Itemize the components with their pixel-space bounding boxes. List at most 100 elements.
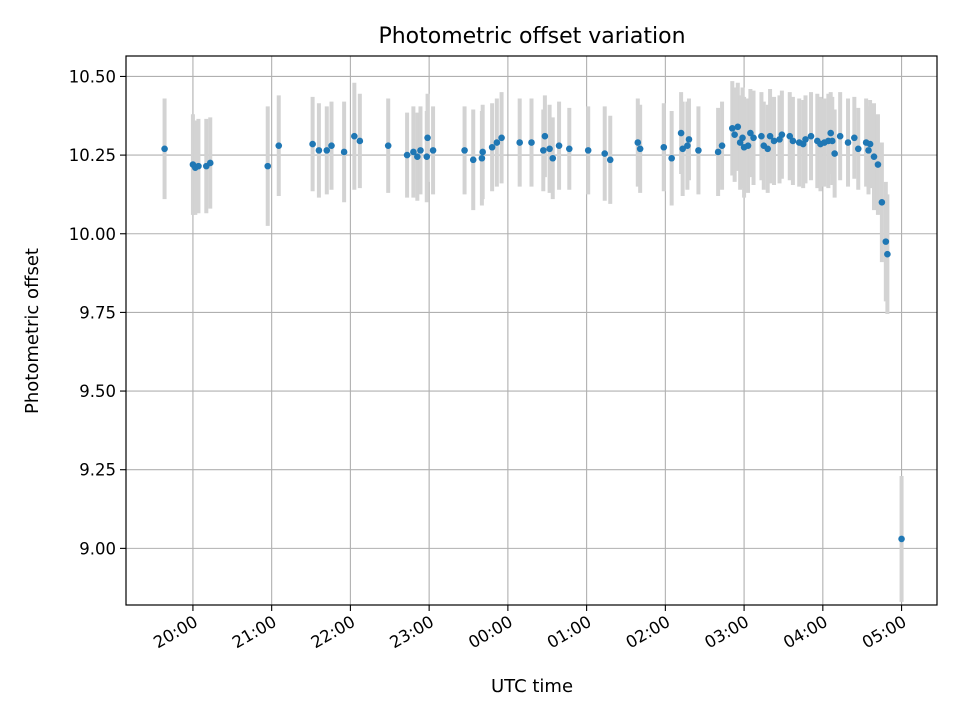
data-point bbox=[528, 139, 535, 146]
data-point bbox=[549, 154, 557, 162]
data-point bbox=[786, 132, 794, 140]
data-point bbox=[634, 139, 642, 146]
data-point bbox=[340, 148, 348, 156]
x-tick-label: 20:00 bbox=[150, 612, 201, 652]
x-tick-label: 05:00 bbox=[859, 612, 910, 652]
data-point bbox=[410, 148, 417, 156]
data-point bbox=[275, 142, 283, 149]
y-tick-label: 10.00 bbox=[69, 225, 116, 244]
data-point bbox=[714, 148, 722, 156]
data-point bbox=[758, 132, 765, 140]
data-point bbox=[546, 145, 553, 153]
data-point bbox=[854, 145, 862, 153]
data-point bbox=[851, 134, 858, 142]
data-point bbox=[684, 142, 691, 149]
data-point bbox=[356, 137, 364, 145]
data-point bbox=[417, 147, 424, 154]
data-point bbox=[584, 147, 592, 154]
plot-frame bbox=[125, 55, 938, 606]
y-tick-label: 10.50 bbox=[69, 67, 116, 86]
data-point bbox=[403, 151, 411, 159]
data-point bbox=[764, 145, 772, 153]
data-point bbox=[195, 162, 202, 170]
data-point bbox=[844, 139, 852, 146]
data-point bbox=[668, 154, 675, 162]
x-tick-label: 21:00 bbox=[229, 612, 280, 652]
data-point bbox=[828, 137, 836, 145]
data-points bbox=[161, 123, 905, 543]
data-point bbox=[636, 145, 644, 153]
x-tick-label: 04:00 bbox=[780, 612, 831, 652]
data-point bbox=[516, 139, 523, 146]
chart-title: Photometric offset variation bbox=[378, 24, 685, 49]
data-point bbox=[870, 153, 878, 160]
data-point bbox=[555, 142, 563, 149]
data-point bbox=[424, 134, 431, 142]
data-point bbox=[606, 156, 614, 164]
y-tick-label: 9.75 bbox=[79, 303, 116, 322]
data-point bbox=[750, 134, 757, 142]
x-tick-label: 22:00 bbox=[308, 612, 359, 652]
data-point bbox=[161, 145, 168, 153]
data-point bbox=[874, 161, 882, 168]
data-point bbox=[827, 129, 835, 137]
data-point bbox=[766, 132, 774, 140]
data-point bbox=[718, 142, 726, 149]
data-point bbox=[685, 136, 693, 143]
data-point bbox=[728, 125, 736, 132]
data-point bbox=[315, 147, 323, 154]
data-point bbox=[778, 131, 786, 138]
y-axis-label: Photometric offset bbox=[22, 248, 43, 414]
x-tick-label: 01:00 bbox=[544, 612, 595, 652]
x-tick-label: 23:00 bbox=[386, 612, 437, 652]
data-point bbox=[541, 132, 549, 140]
data-point bbox=[540, 147, 547, 154]
y-axis: 9.00 9.25 9.50 9.75 10.00 10.25 10.50 bbox=[69, 67, 126, 558]
data-point bbox=[898, 535, 905, 543]
data-point bbox=[478, 154, 486, 162]
x-tick-label: 00:00 bbox=[465, 612, 516, 652]
data-point bbox=[414, 153, 421, 160]
data-point bbox=[493, 139, 501, 146]
error-bars bbox=[162, 81, 904, 602]
data-point bbox=[323, 147, 331, 154]
data-point bbox=[601, 150, 609, 157]
data-point bbox=[770, 137, 778, 145]
data-point bbox=[384, 142, 392, 149]
x-tick-label: 02:00 bbox=[623, 612, 674, 652]
data-point bbox=[461, 147, 468, 154]
data-point bbox=[328, 142, 335, 149]
data-point bbox=[731, 131, 738, 138]
y-tick-label: 9.00 bbox=[79, 539, 116, 558]
y-tick-label: 9.25 bbox=[79, 461, 116, 480]
data-point bbox=[264, 162, 272, 170]
data-point bbox=[679, 145, 686, 153]
data-point bbox=[677, 129, 685, 137]
data-point bbox=[695, 147, 702, 154]
data-point bbox=[734, 123, 742, 131]
data-point bbox=[744, 142, 752, 149]
data-point bbox=[429, 147, 437, 154]
data-point bbox=[309, 140, 316, 148]
data-point bbox=[469, 156, 477, 164]
x-axis: 20:00 21:00 22:00 23:00 00:00 01:00 02:00 03:00… bbox=[150, 605, 910, 652]
data-point bbox=[802, 136, 809, 143]
data-point bbox=[488, 143, 496, 151]
y-tick-label: 9.50 bbox=[79, 382, 116, 401]
data-point bbox=[498, 134, 505, 142]
data-point bbox=[660, 143, 668, 151]
data-point bbox=[206, 159, 214, 167]
data-point bbox=[865, 147, 872, 154]
data-point bbox=[836, 132, 844, 140]
data-point bbox=[351, 132, 358, 140]
x-tick-label: 03:00 bbox=[701, 612, 752, 652]
y-tick-label: 10.25 bbox=[69, 146, 116, 165]
data-point bbox=[878, 198, 886, 206]
data-point bbox=[866, 140, 874, 148]
data-point bbox=[884, 250, 891, 258]
data-point bbox=[807, 132, 815, 140]
data-point bbox=[739, 134, 746, 142]
data-point bbox=[747, 129, 754, 137]
data-point bbox=[565, 145, 573, 153]
